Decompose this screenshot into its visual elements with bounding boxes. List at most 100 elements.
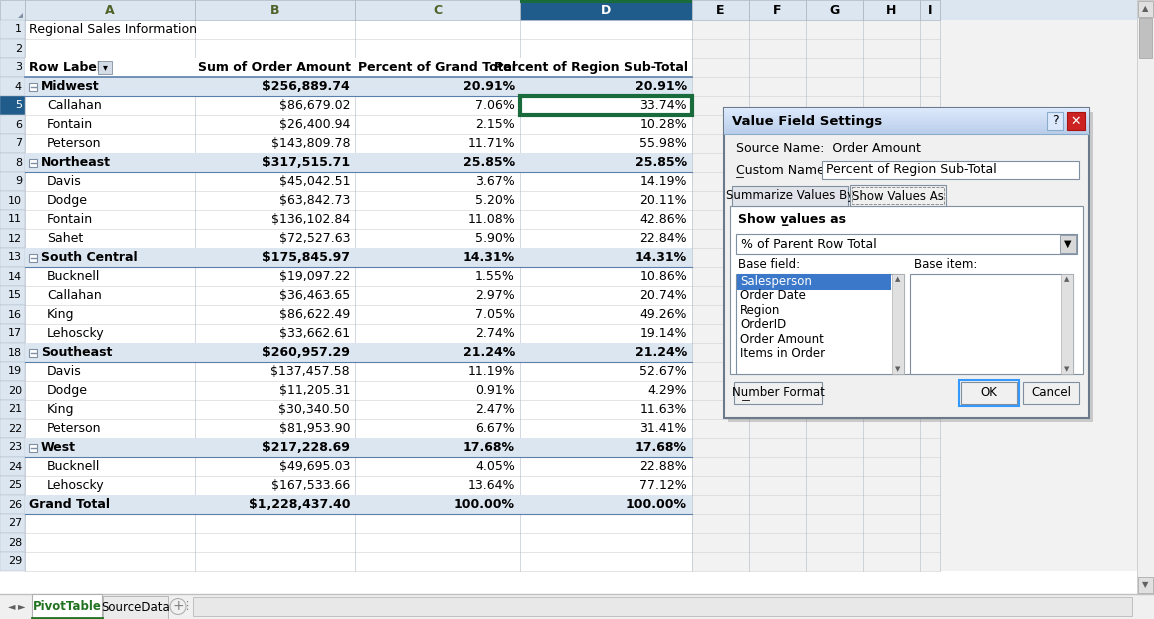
Text: 24: 24 [8,462,22,472]
Text: Midwest: Midwest [42,80,99,93]
Text: 22.88%: 22.88% [639,460,687,473]
Text: E: E [717,4,725,17]
Text: 5.90%: 5.90% [475,232,515,245]
Bar [724,115,1089,116]
Text: 15: 15 [8,290,22,300]
Bar [749,0,805,20]
Text: 11.19%: 11.19% [467,365,515,378]
Bar [520,153,692,172]
Bar [0,172,25,191]
Text: 7.06%: 7.06% [475,99,515,112]
Bar [732,186,848,206]
Bar [724,110,1089,111]
Bar [25,229,941,248]
Text: F: F [773,4,781,17]
Bar [0,96,25,115]
Text: ▼: ▼ [1064,239,1072,249]
Text: Davis: Davis [47,175,82,188]
Text: 33.74%: 33.74% [639,99,687,112]
Text: $45,042.51: $45,042.51 [278,175,350,188]
Bar [25,134,941,153]
Bar [0,20,25,39]
Text: Base field:: Base field: [739,258,800,271]
Bar [25,77,941,96]
Bar [1061,274,1073,374]
Text: Davis: Davis [47,365,82,378]
Bar [25,58,195,77]
Bar [724,125,1089,127]
Text: ►: ► [18,602,25,612]
Text: 4: 4 [15,82,22,92]
Text: $260,957.29: $260,957.29 [262,346,350,359]
Bar [103,596,168,619]
Text: ▲: ▲ [1064,276,1070,282]
Text: 14.31%: 14.31% [635,251,687,264]
Bar [25,0,195,20]
Text: H: H [886,4,897,17]
Text: Show Values As: Show Values As [852,189,944,202]
Text: 4.29%: 4.29% [647,384,687,397]
Bar [25,153,941,172]
Bar [355,0,520,20]
Text: ▲: ▲ [1142,4,1148,14]
Bar [520,96,692,115]
Text: Dodge: Dodge [47,194,88,207]
Text: Fontain: Fontain [47,213,93,226]
Text: 20.91%: 20.91% [463,80,515,93]
Bar [724,108,1089,418]
Bar [1061,235,1076,253]
Bar [724,108,1089,110]
Bar [724,131,1089,133]
Bar [0,419,25,438]
Text: Source Name:  Order Amount: Source Name: Order Amount [736,142,921,155]
Bar [1138,1,1153,17]
Text: Value Field Settings: Value Field Settings [732,115,883,128]
Text: $256,889.74: $256,889.74 [262,80,350,93]
Text: 5: 5 [15,100,22,111]
Text: B: B [270,4,279,17]
Text: 31.41%: 31.41% [639,422,687,435]
Bar [1139,18,1152,58]
Text: 1.55%: 1.55% [475,270,515,283]
Text: Order Amount: Order Amount [740,333,824,346]
Text: 100.00%: 100.00% [454,498,515,511]
Bar [959,380,1019,406]
Bar [0,115,25,134]
Text: Show v̲alues as: Show v̲alues as [739,212,846,225]
Text: 2.47%: 2.47% [475,403,515,416]
Text: Region: Region [740,304,780,317]
Text: +: + [172,599,183,613]
Bar [355,343,520,362]
Text: 13.64%: 13.64% [467,479,515,492]
Text: 19.14%: 19.14% [639,327,687,340]
Bar [25,533,941,552]
Bar [25,419,941,438]
Text: 10.28%: 10.28% [639,118,687,131]
Text: 10.86%: 10.86% [639,270,687,283]
Text: 4.05%: 4.05% [475,460,515,473]
Bar [0,0,1154,20]
Bar [920,0,941,20]
Bar [736,274,904,374]
Text: Items in Order: Items in Order [740,347,825,360]
Text: 22.84%: 22.84% [639,232,687,245]
Bar [892,274,904,374]
Bar [724,121,1089,123]
Bar [195,438,355,457]
Bar [724,124,1089,126]
Text: ?: ? [1051,115,1058,128]
Bar [25,77,195,96]
Text: 1: 1 [15,25,22,35]
Text: 13: 13 [8,253,22,262]
Text: 8: 8 [15,157,22,168]
Text: $1,228,437.40: $1,228,437.40 [248,498,350,511]
Bar [520,343,692,362]
Bar [25,495,195,514]
Text: Bucknell: Bucknell [47,460,100,473]
Text: 77.12%: 77.12% [639,479,687,492]
Bar [852,187,944,204]
Bar [724,118,1089,120]
Text: OK: OK [981,386,997,399]
Text: Base item:: Base item: [914,258,977,271]
Bar [25,267,941,286]
